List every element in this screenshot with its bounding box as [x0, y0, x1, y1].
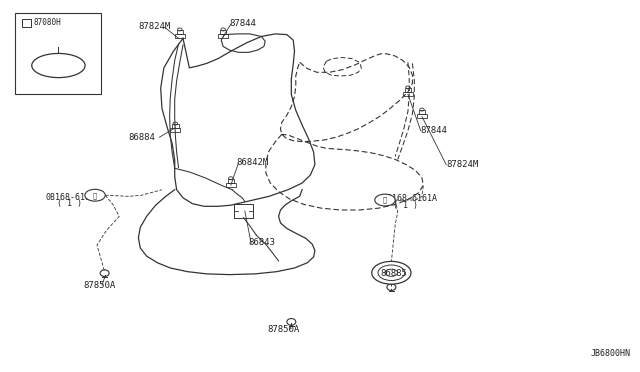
Bar — [175, 34, 185, 38]
Text: Ⓐ: Ⓐ — [383, 197, 387, 203]
Text: 86843: 86843 — [248, 238, 275, 247]
Bar — [22, 19, 31, 27]
Ellipse shape — [375, 194, 395, 206]
Bar — [15, 13, 101, 94]
Bar — [170, 128, 180, 132]
Text: 08168-6161A: 08168-6161A — [383, 195, 438, 203]
Ellipse shape — [372, 262, 411, 284]
Text: JB6800HN: JB6800HN — [591, 349, 631, 358]
Text: 87850A: 87850A — [83, 281, 115, 290]
Text: 87824M: 87824M — [138, 22, 171, 31]
Text: 86885: 86885 — [381, 269, 408, 278]
Ellipse shape — [85, 189, 105, 201]
Text: 87850A: 87850A — [268, 326, 300, 334]
Text: 87080H: 87080H — [34, 18, 61, 27]
Bar — [172, 124, 179, 128]
Text: 87824M: 87824M — [446, 160, 479, 169]
Bar — [218, 34, 228, 38]
Text: 08168-6161A: 08168-6161A — [46, 193, 101, 202]
Text: ( 1 ): ( 1 ) — [394, 201, 419, 210]
Bar — [226, 183, 236, 187]
Bar — [419, 110, 425, 114]
Bar — [417, 114, 427, 118]
Text: Ⓐ: Ⓐ — [93, 192, 97, 199]
Text: ( 1 ): ( 1 ) — [58, 199, 83, 208]
Bar — [228, 179, 234, 183]
Text: 86884: 86884 — [129, 133, 156, 142]
Bar — [403, 92, 413, 96]
Text: 86842M: 86842M — [236, 158, 268, 167]
Bar — [404, 88, 411, 92]
Bar — [220, 30, 227, 34]
Text: 87844: 87844 — [420, 126, 447, 135]
Bar — [177, 30, 183, 34]
Text: 87844: 87844 — [230, 19, 257, 28]
